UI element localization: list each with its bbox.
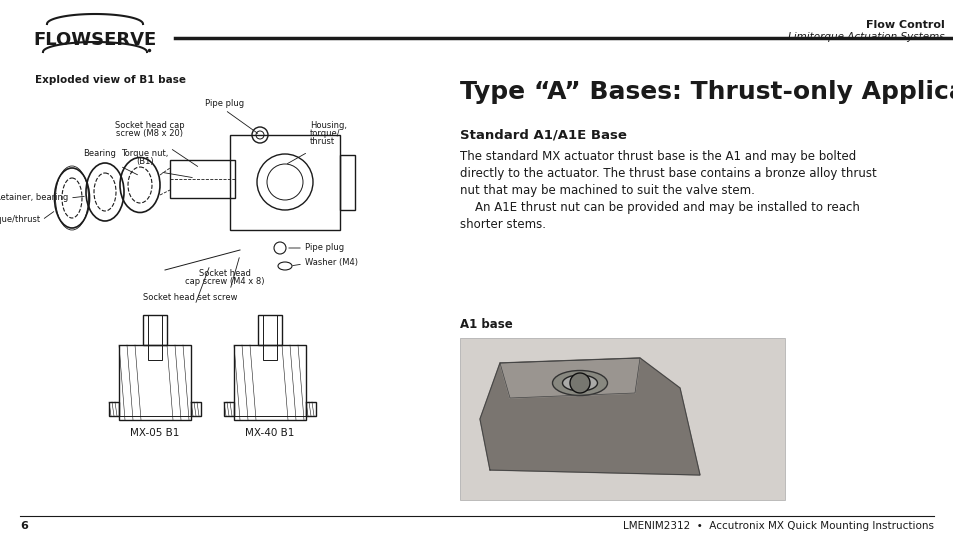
Text: LMENIM2312  •  Accutronix MX Quick Mounting Instructions: LMENIM2312 • Accutronix MX Quick Mountin… bbox=[622, 521, 933, 531]
Text: 6: 6 bbox=[20, 521, 28, 531]
Bar bbox=[119, 345, 191, 420]
Text: Bearing: Bearing bbox=[84, 149, 116, 158]
Text: (B1): (B1) bbox=[136, 157, 153, 166]
Text: cap screw (M4 x 8): cap screw (M4 x 8) bbox=[185, 277, 265, 286]
Text: Socket head cap: Socket head cap bbox=[115, 121, 185, 130]
Bar bbox=[230, 135, 339, 230]
Bar bbox=[257, 315, 282, 345]
Text: torque/: torque/ bbox=[310, 129, 340, 138]
Text: Washer (M4): Washer (M4) bbox=[305, 258, 357, 266]
Text: nut that may be machined to suit the valve stem.: nut that may be machined to suit the val… bbox=[459, 184, 754, 197]
Bar bbox=[170, 160, 234, 198]
Circle shape bbox=[569, 373, 589, 393]
Bar bbox=[148, 315, 162, 360]
Text: thrust: thrust bbox=[310, 137, 335, 146]
Text: Standard A1/A1E Base: Standard A1/A1E Base bbox=[459, 128, 626, 141]
Text: shorter stems.: shorter stems. bbox=[459, 218, 545, 231]
Text: FLOWSERVE: FLOWSERVE bbox=[33, 31, 156, 49]
Text: Socket head: Socket head bbox=[199, 269, 251, 278]
Text: Housing,: Housing, bbox=[310, 121, 347, 130]
Text: Flow Control: Flow Control bbox=[865, 20, 944, 30]
Bar bbox=[306, 402, 315, 416]
Bar bbox=[143, 315, 167, 345]
Text: Retainer, bearing: Retainer, bearing bbox=[0, 193, 68, 202]
Text: screw (M8 x 20): screw (M8 x 20) bbox=[116, 129, 183, 138]
Bar bbox=[233, 345, 306, 420]
Polygon shape bbox=[499, 358, 639, 398]
Text: directly to the actuator. The thrust base contains a bronze alloy thrust: directly to the actuator. The thrust bas… bbox=[459, 167, 876, 180]
Ellipse shape bbox=[552, 371, 607, 395]
Text: Pilot, torque/thrust: Pilot, torque/thrust bbox=[0, 215, 40, 224]
Bar bbox=[339, 155, 355, 210]
Bar bbox=[191, 402, 201, 416]
Text: Exploded view of B1 base: Exploded view of B1 base bbox=[35, 75, 186, 85]
Ellipse shape bbox=[562, 375, 597, 391]
Bar bbox=[224, 402, 233, 416]
Bar bbox=[263, 315, 276, 360]
Polygon shape bbox=[479, 358, 700, 475]
Text: Socket head set screw: Socket head set screw bbox=[143, 293, 237, 302]
Text: An A1E thrust nut can be provided and may be installed to reach: An A1E thrust nut can be provided and ma… bbox=[459, 201, 859, 214]
Bar bbox=[459, 338, 784, 500]
Bar bbox=[109, 402, 119, 416]
Text: The standard MX actuator thrust base is the A1 and may be bolted: The standard MX actuator thrust base is … bbox=[459, 150, 856, 163]
Text: Torque nut,: Torque nut, bbox=[121, 149, 169, 158]
Text: Pipe plug: Pipe plug bbox=[305, 243, 344, 252]
Text: MX-05 B1: MX-05 B1 bbox=[131, 428, 179, 438]
Text: Pipe plug: Pipe plug bbox=[205, 99, 244, 108]
Bar bbox=[459, 338, 784, 500]
Text: Type “A” Bases: Thrust-only Applications: Type “A” Bases: Thrust-only Applications bbox=[459, 80, 953, 104]
Text: MX-40 B1: MX-40 B1 bbox=[245, 428, 294, 438]
Text: Limitorque Actuation Systems: Limitorque Actuation Systems bbox=[787, 32, 944, 42]
Text: A1 base: A1 base bbox=[459, 318, 512, 331]
